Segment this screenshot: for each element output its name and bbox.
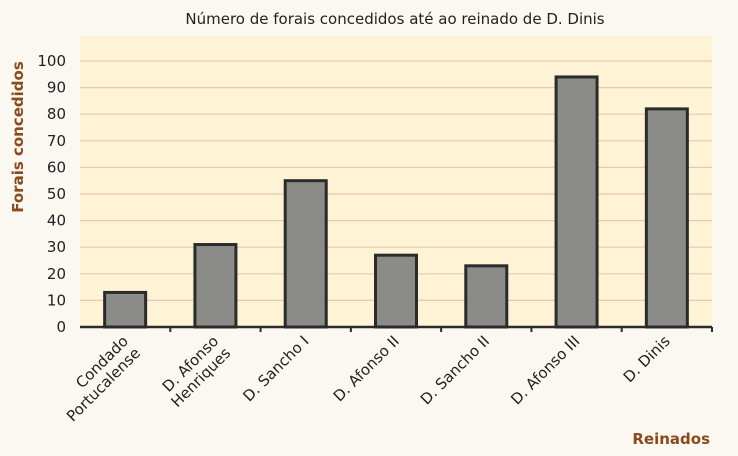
- bar: [374, 253, 418, 329]
- y-tick-label: 60: [47, 158, 66, 176]
- y-tick-label: 70: [47, 132, 66, 150]
- x-tick-label: D. Dinis: [620, 332, 674, 386]
- bar: [644, 107, 689, 329]
- x-axis-label: Reinados: [632, 430, 710, 448]
- x-axis-ticks: CondadoPortucalense D. AfonsoHenriques D. …: [51, 327, 713, 425]
- y-axis-label: Forais concedidos: [9, 61, 27, 213]
- y-axis-ticks: 0 10 20 30 40 50 60 70 80 90 100: [37, 52, 66, 336]
- bar: [464, 264, 509, 329]
- bar: [193, 243, 238, 329]
- bar: [554, 75, 599, 329]
- y-tick-label: 10: [47, 291, 66, 309]
- x-tick-label: D. Afonso II: [330, 332, 403, 405]
- y-tick-label: 0: [56, 318, 66, 336]
- bar: [103, 290, 148, 329]
- y-tick-label: 90: [47, 79, 66, 97]
- y-tick-label: 40: [47, 212, 66, 230]
- x-tick-label: D. AfonsoHenriques: [155, 332, 234, 411]
- x-tick-label: CondadoPortucalense: [51, 332, 144, 425]
- x-tick-label: D. Sancho II: [417, 332, 493, 408]
- bar: [283, 179, 328, 329]
- y-tick-label: 20: [47, 265, 66, 283]
- y-tick-label: 30: [47, 238, 66, 256]
- x-tick-label: D. Sancho I: [239, 332, 312, 405]
- y-tick-label: 80: [47, 105, 66, 123]
- x-tick-label: D. Afonso III: [507, 332, 583, 408]
- y-tick-label: 50: [47, 185, 66, 203]
- y-tick-label: 100: [37, 52, 66, 70]
- chart-title: Número de forais concedidos até ao reina…: [185, 10, 604, 28]
